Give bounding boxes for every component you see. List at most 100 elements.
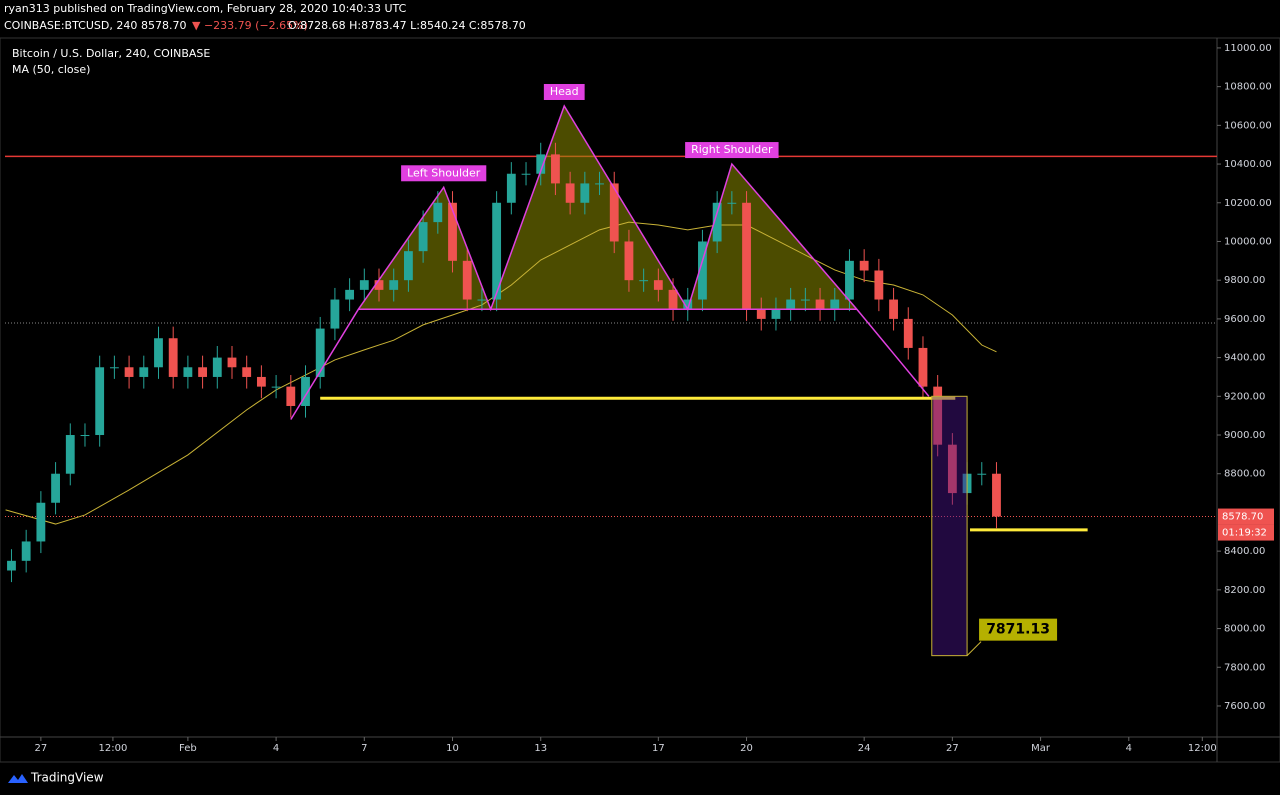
candle-body [345, 289, 355, 300]
y-tick-label: 10200.00 [1224, 198, 1272, 209]
x-tick-label: 13 [534, 743, 547, 754]
candle-body [786, 299, 796, 310]
pattern-fill [687, 164, 857, 310]
candle-body [580, 183, 590, 203]
publisher: ryan313 published on TradingView.com, Fe… [4, 2, 407, 15]
x-tick-label: 12:00 [1188, 743, 1217, 754]
x-tick-label: 4 [273, 743, 279, 754]
candle-body [977, 473, 987, 475]
symbol: COINBASE:BTCUSD, 240 [4, 19, 137, 32]
target-callout [966, 641, 982, 657]
x-tick-label: 4 [1126, 743, 1132, 754]
candle-body [683, 299, 693, 310]
candle-body [227, 357, 237, 368]
last-price-label: 8578.70 [1222, 512, 1263, 523]
candle-body [624, 241, 634, 281]
y-tick-label: 10800.00 [1224, 82, 1272, 93]
candle-body [492, 202, 502, 300]
candle-body [168, 338, 178, 377]
candle-body [639, 280, 649, 282]
candle-body [742, 202, 751, 310]
y-tick-label: 7600.00 [1224, 701, 1265, 712]
candle-body [933, 386, 943, 445]
candle-body [653, 280, 663, 290]
candle-body [830, 299, 840, 310]
candle-body [418, 222, 428, 252]
candle-body [7, 560, 16, 571]
last-price-tag [1218, 508, 1274, 525]
candle-body [389, 280, 399, 290]
candle-body [124, 367, 134, 377]
candle-body [109, 367, 119, 369]
candle-body [992, 473, 1001, 517]
candle-body [256, 376, 266, 387]
x-tick-label: 10 [446, 743, 459, 754]
pattern-label: Head [550, 85, 579, 98]
candle-body [374, 280, 384, 290]
candle-body [712, 202, 722, 242]
pattern-outline [290, 104, 930, 420]
y-tick-label: 10600.00 [1224, 120, 1272, 131]
indicator-label: MA (50, close) [12, 63, 90, 76]
moving-average [5, 221, 997, 525]
candle-body [315, 328, 325, 377]
target-box [931, 395, 968, 657]
candle-body [506, 173, 516, 203]
y-tick-label: 10400.00 [1224, 159, 1272, 170]
x-tick-label: 7 [361, 743, 367, 754]
candle-body [462, 260, 472, 300]
countdown-label: 01:19:32 [1222, 528, 1267, 539]
candle-body [36, 502, 46, 542]
pattern-label: Right Shoulder [691, 143, 773, 156]
candle-body [756, 309, 766, 319]
pattern-fill [490, 105, 688, 310]
candle-body [330, 299, 340, 329]
frame [0, 37, 1280, 763]
countdown-tag [1218, 524, 1274, 541]
candle-body [609, 183, 619, 242]
candle-body [595, 183, 604, 185]
candle-body [845, 260, 854, 300]
candle-body [727, 202, 737, 204]
candle-body [859, 260, 869, 271]
pattern-label-box [401, 165, 487, 182]
candle-body [433, 202, 443, 223]
candle-body [947, 444, 957, 494]
pattern-label-box [685, 142, 779, 159]
brand[interactable]: TradingView [30, 771, 104, 785]
x-tick-label: Mar [1031, 743, 1051, 754]
change: ▼ −233.79 (−2.65%) [192, 19, 308, 32]
y-tick-label: 7800.00 [1224, 662, 1265, 673]
candle-body [271, 386, 281, 388]
y-tick-label: 9400.00 [1224, 353, 1265, 364]
candle-body [359, 280, 369, 290]
candle-body [154, 338, 163, 368]
candle-body [536, 154, 546, 174]
x-tick-label: 20 [740, 743, 753, 754]
candle-body [477, 299, 487, 301]
candle-body [889, 299, 898, 319]
candle-body [212, 357, 222, 377]
candle-body [771, 309, 781, 319]
candle-body [565, 183, 575, 203]
x-tick-label: 24 [858, 743, 871, 754]
candle-body [198, 367, 207, 377]
ohlc: O:8728.68 H:8783.47 L:8540.24 C:8578.70 [288, 19, 526, 32]
pattern-label: Left Shoulder [407, 166, 481, 179]
candle-body [918, 347, 928, 387]
candle-body [301, 376, 310, 406]
candle-body [800, 299, 810, 301]
x-tick-label: 27 [946, 743, 959, 754]
candle-body [242, 367, 252, 377]
last: 8578.70 [141, 19, 187, 32]
candle-body [95, 367, 105, 436]
target-label-box [979, 618, 1058, 641]
candle-body [65, 435, 75, 474]
y-tick-label: 9000.00 [1224, 430, 1265, 441]
candle-body [80, 435, 90, 437]
y-tick-label: 9200.00 [1224, 391, 1265, 402]
target-label: 7871.13 [986, 622, 1050, 638]
y-tick-label: 8800.00 [1224, 469, 1265, 480]
candle-body [448, 202, 457, 261]
